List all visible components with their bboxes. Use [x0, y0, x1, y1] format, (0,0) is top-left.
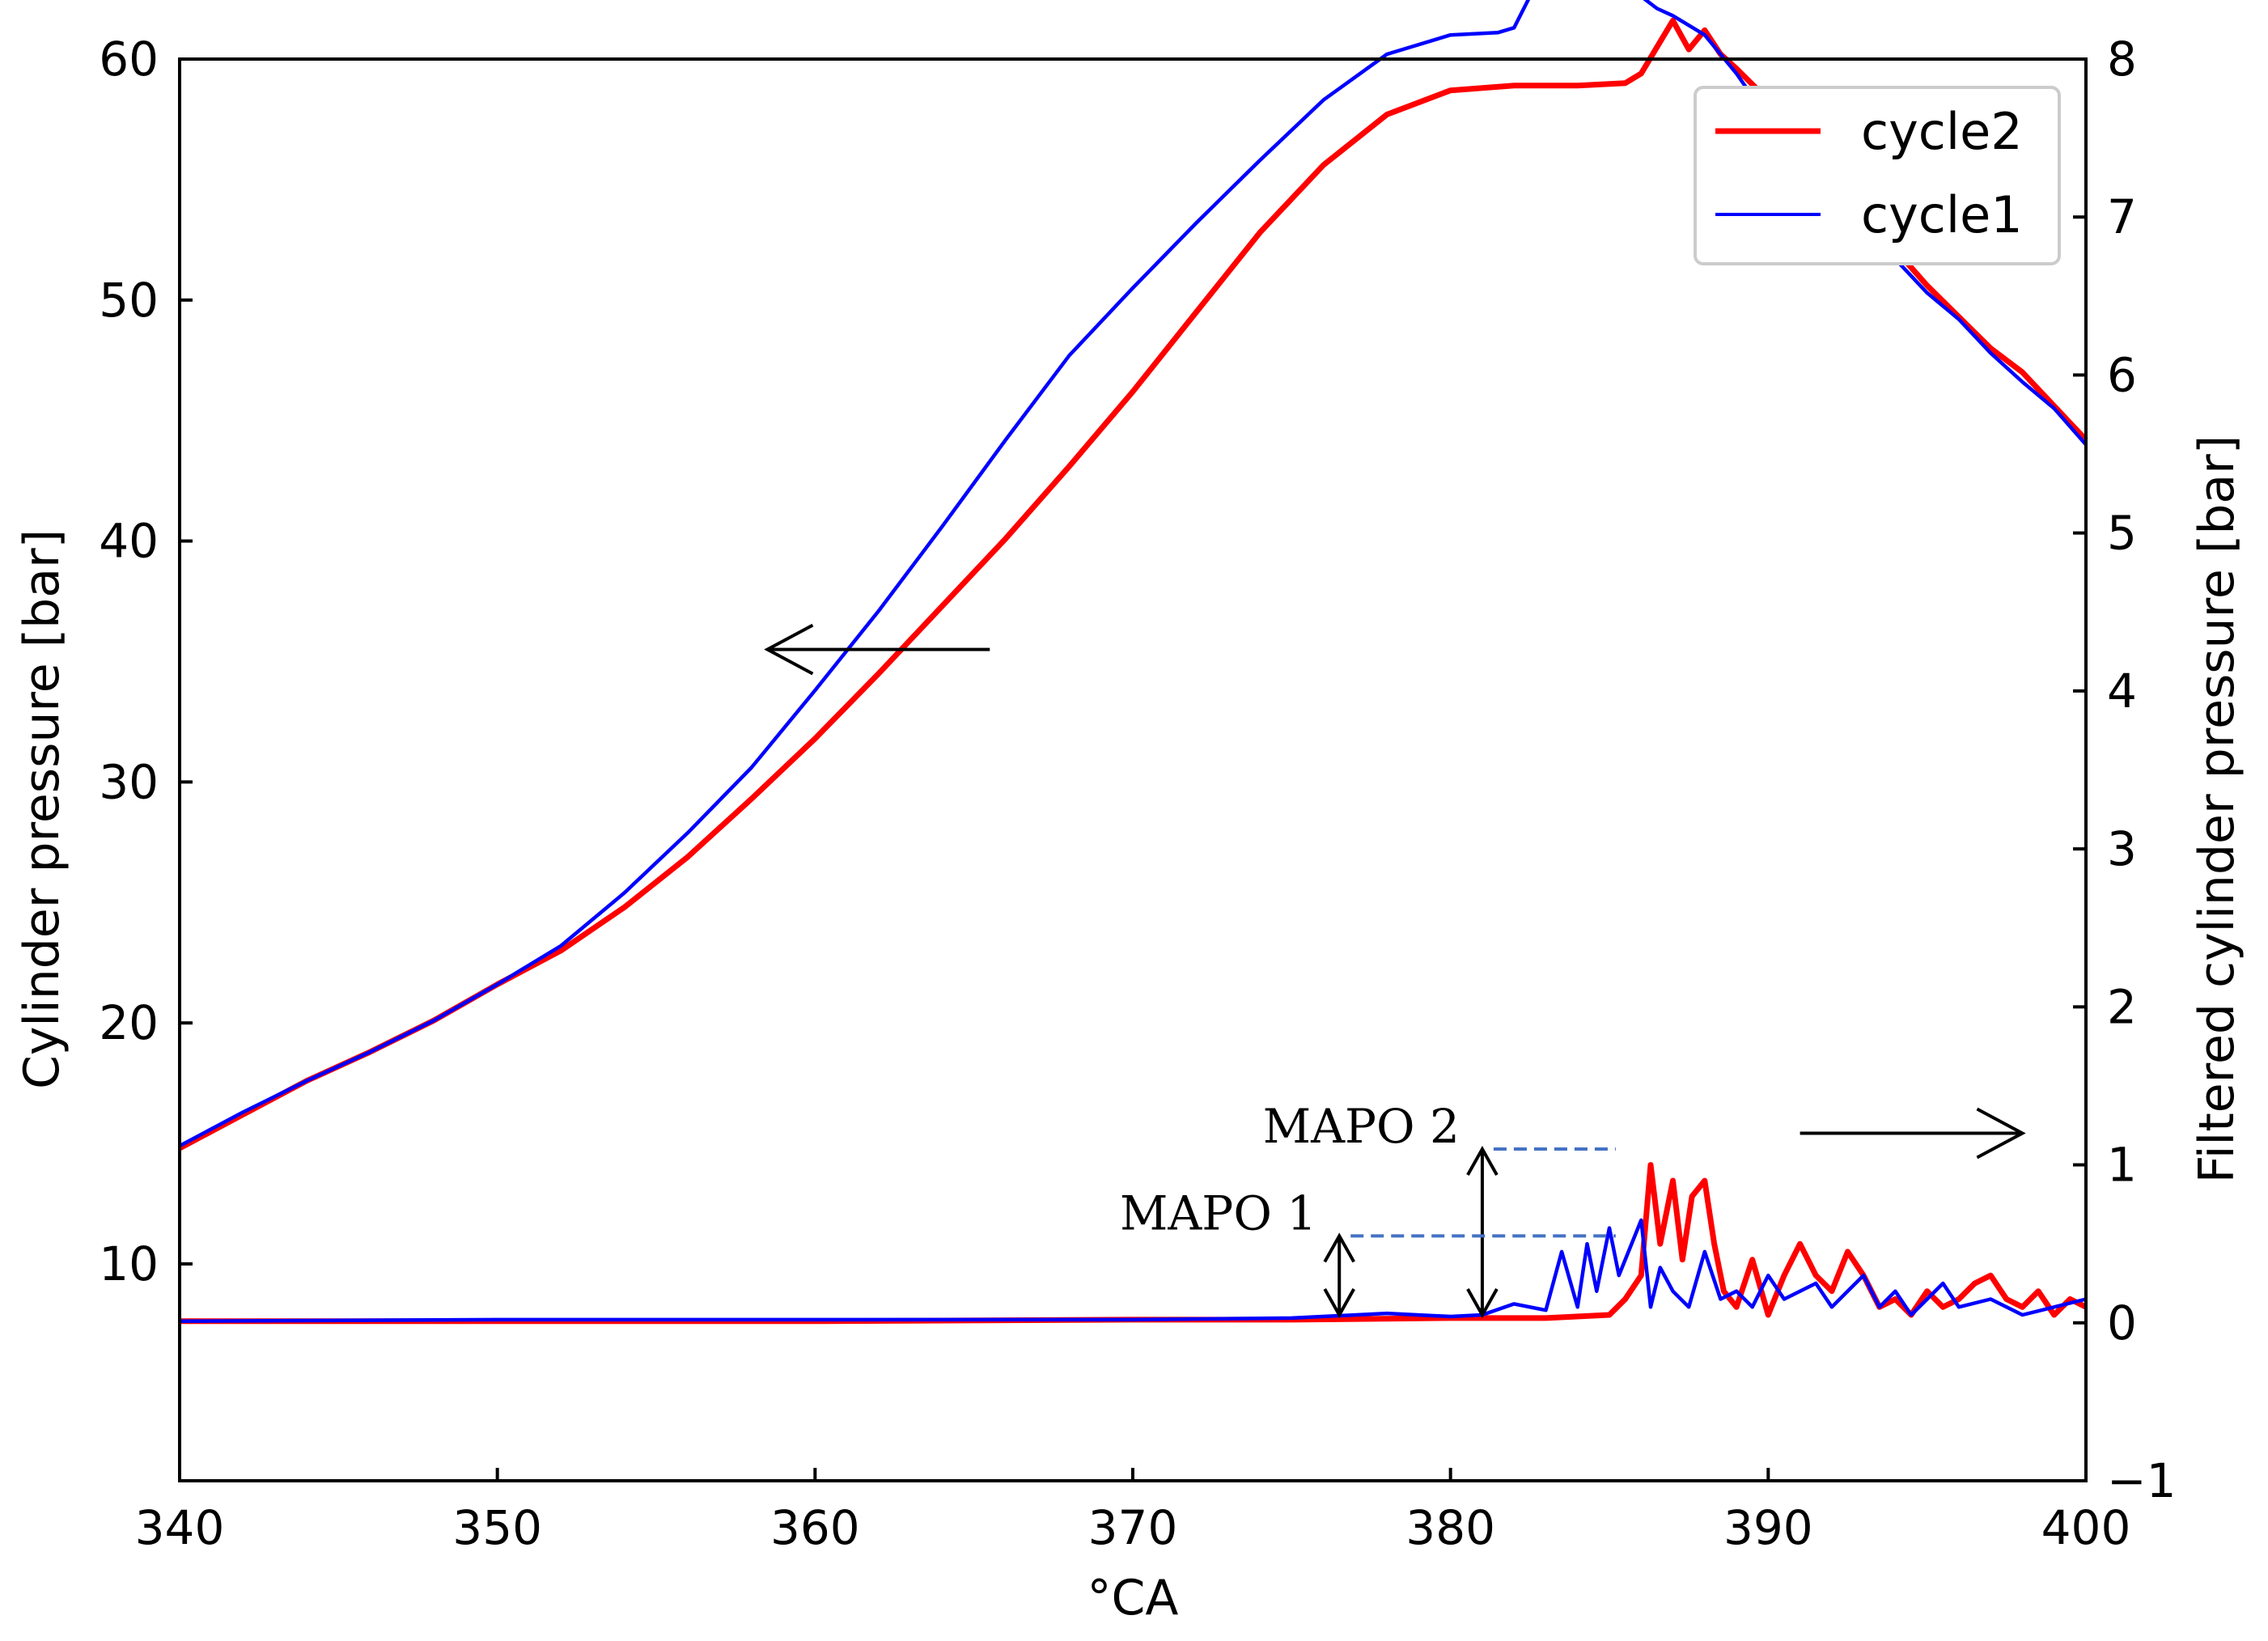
right-axis-arrow — [1800, 1107, 2026, 1160]
y-left-tick-label-10: 10 — [99, 1236, 159, 1291]
ticks-layer: 340 350 360 370 380 390 400 10 20 30 40 50 60 −1 0 1 2 3 4… — [99, 32, 2176, 1555]
y-right-tick-label-7: 7 — [2107, 189, 2137, 244]
y-left-tick-label-20: 20 — [99, 995, 159, 1050]
y-right-tick-label-2: 2 — [2107, 979, 2137, 1034]
x-tick-label-400: 400 — [2041, 1500, 2131, 1555]
y-right-tick-label-8: 8 — [2107, 32, 2137, 87]
legend-label-cycle1: cycle1 — [1861, 185, 2023, 244]
mapo-1-double-arrow — [1323, 1232, 1355, 1319]
y-left-tick-label-30: 30 — [99, 754, 159, 809]
y-axis-right-title: Filtered cylinder pressure [bar] — [2189, 435, 2245, 1184]
y-right-tick-label-5: 5 — [2107, 506, 2137, 561]
y-right-tick-label-1: 1 — [2107, 1138, 2137, 1193]
left-axis-arrow — [764, 623, 990, 676]
y-right-tick-label-4: 4 — [2107, 664, 2137, 719]
x-tick-label-380: 380 — [1405, 1500, 1495, 1555]
y-right-tick-label-6: 6 — [2107, 347, 2137, 402]
x-tick-label-340: 340 — [135, 1500, 225, 1555]
x-tick-label-360: 360 — [770, 1500, 860, 1555]
mapo-2-double-arrow — [1466, 1145, 1499, 1319]
x-axis-title: °CA — [1087, 1570, 1179, 1626]
mapo-1-label: MAPO 1 — [1120, 1185, 1316, 1240]
y-right-tick-label-−1: −1 — [2107, 1453, 2177, 1508]
mapo-2-label: MAPO 2 — [1263, 1099, 1460, 1154]
x-tick-label-390: 390 — [1723, 1500, 1813, 1555]
y-axis-left-title: Cylinder pressure [bar] — [14, 529, 70, 1089]
legend-label-cycle2: cycle2 — [1861, 102, 2023, 161]
y-left-tick-label-50: 50 — [99, 273, 159, 328]
y-left-tick-label-40: 40 — [99, 514, 159, 569]
y-left-tick-label-60: 60 — [99, 32, 159, 87]
legend: cycle2 cycle1 — [1694, 86, 2061, 265]
series-line-cycle2-filtered — [180, 1162, 2088, 1325]
x-tick-label-350: 350 — [452, 1500, 542, 1555]
y-right-tick-label-3: 3 — [2107, 821, 2137, 876]
plot-frame — [178, 57, 2088, 1482]
x-tick-label-370: 370 — [1088, 1500, 1178, 1555]
y-right-tick-label-0: 0 — [2107, 1295, 2137, 1351]
annotations: MAPO 2 MAPO 1 — [764, 623, 2026, 1319]
